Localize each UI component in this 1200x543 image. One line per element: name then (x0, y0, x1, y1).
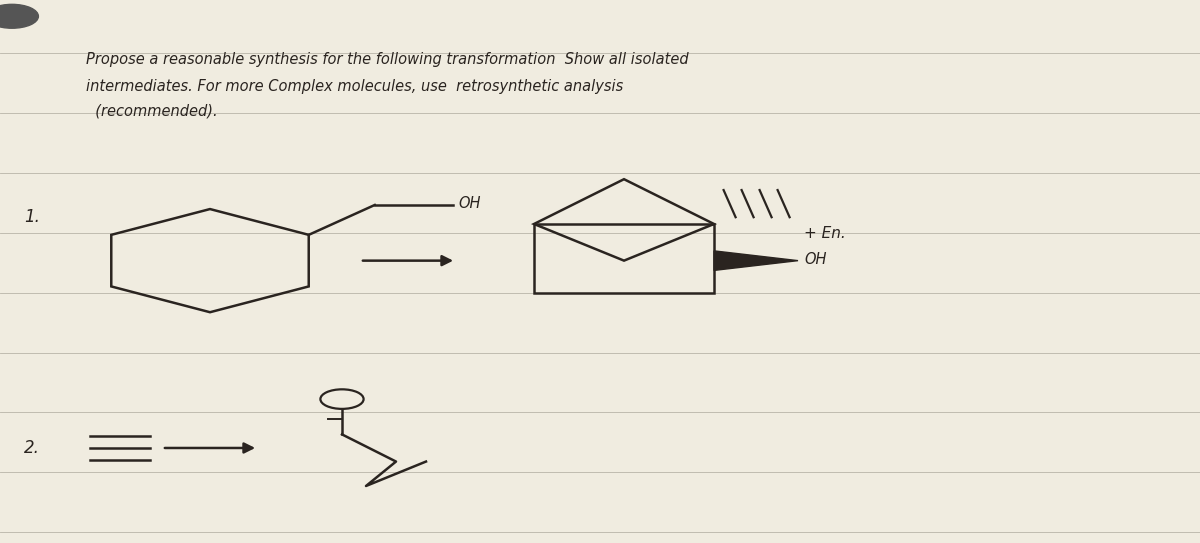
Text: OH: OH (458, 197, 481, 211)
Text: OH: OH (804, 252, 827, 267)
Polygon shape (714, 251, 798, 270)
Text: + En.: + En. (804, 226, 846, 241)
Text: intermediates. For more Complex molecules, use  retrosynthetic analysis: intermediates. For more Complex molecule… (86, 79, 624, 94)
Text: 2.: 2. (24, 439, 40, 457)
Text: 1.: 1. (24, 208, 40, 226)
Circle shape (0, 4, 38, 28)
Text: Propose a reasonable synthesis for the following transformation  Show all isolat: Propose a reasonable synthesis for the f… (86, 52, 689, 67)
Text: (recommended).: (recommended). (86, 103, 218, 118)
